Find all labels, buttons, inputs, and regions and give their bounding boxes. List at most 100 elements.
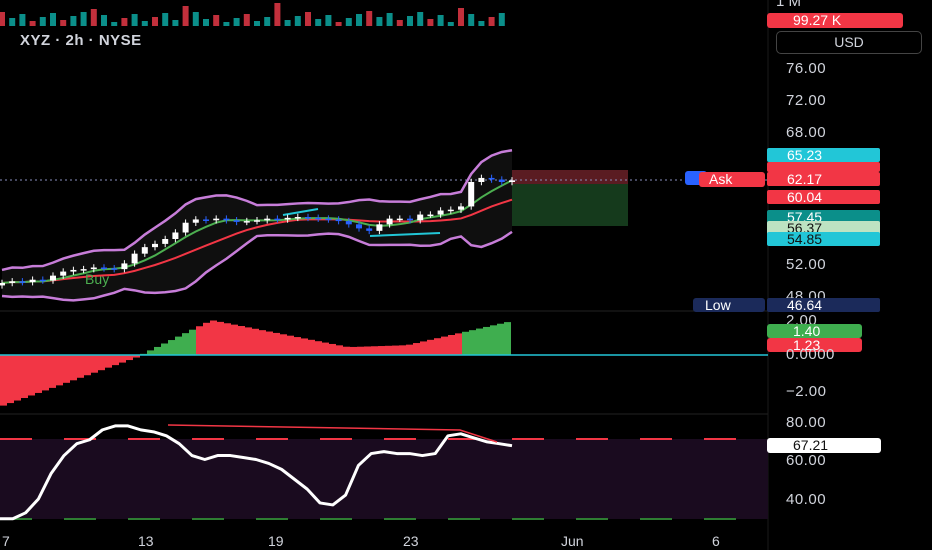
candle-body [19, 281, 26, 283]
candle-body [80, 269, 87, 271]
macd-bar [189, 329, 196, 355]
volume-bar [70, 16, 77, 26]
macd-bar [364, 346, 371, 355]
candle-body [386, 218, 393, 225]
candle-body [478, 177, 485, 182]
macd-bar [91, 355, 98, 373]
candle-body [325, 218, 332, 221]
price-axis-label: 72.00 [786, 92, 827, 109]
volume-bar [50, 13, 56, 26]
macd-bar [287, 335, 294, 355]
volume-bar [131, 14, 138, 26]
macd-bar [504, 322, 511, 355]
candle-body [172, 232, 179, 239]
macd-bar [259, 330, 266, 355]
macd-bar [490, 325, 497, 355]
ma-red-line [1, 198, 513, 284]
macd-bar [441, 336, 448, 355]
macd-histogram [0, 320, 511, 406]
macd-tag-red: 1.23 [767, 338, 862, 352]
price-axis-label: 68.00 [786, 124, 827, 141]
volume-bar [498, 13, 505, 26]
volume-bar [294, 16, 301, 26]
macd-bar [42, 355, 49, 391]
macd-tag-green: 1.40 [767, 324, 862, 338]
macd-bar [231, 324, 238, 355]
volume-bar [386, 13, 393, 26]
candle-body [70, 269, 77, 272]
volume-bar [264, 17, 271, 26]
volume-bar [80, 12, 87, 26]
macd-bar [203, 322, 210, 355]
price-tag-low: 46.64 [767, 298, 880, 312]
macd-bar [308, 339, 315, 355]
buy-signal-label: Buy [85, 271, 109, 287]
candle-body [488, 177, 495, 180]
candle-body [376, 224, 383, 231]
macd-bar [126, 355, 133, 361]
macd-bar [196, 326, 203, 355]
macd-bar [7, 355, 14, 404]
volume-bar [488, 17, 495, 26]
volume-bar [192, 12, 199, 26]
candle-body [0, 282, 5, 286]
macd-bar [266, 331, 273, 355]
candle-body [498, 179, 505, 182]
volume-bar [356, 14, 362, 26]
candle-body [243, 221, 250, 223]
macd-bar [350, 346, 357, 355]
candle-body [50, 275, 56, 281]
macd-bar [161, 343, 168, 355]
macd-bar [322, 342, 329, 355]
candle-body [264, 218, 271, 221]
macd-bar [224, 323, 231, 355]
candle-body [366, 228, 373, 231]
candle-body [509, 180, 515, 182]
volume-bar [172, 20, 179, 26]
candle-body [468, 182, 475, 207]
price-tag-ask: 62.17 [767, 172, 880, 186]
volume-bar [274, 3, 281, 26]
candles[interactable] [0, 174, 515, 289]
volume-bar [9, 18, 16, 26]
macd-bar [469, 330, 476, 355]
macd-bar [497, 323, 504, 355]
date-label: 19 [268, 533, 284, 549]
macd-bar [378, 346, 385, 355]
price-tag-bb-lower: 54.85 [767, 232, 880, 246]
macd-bar [175, 336, 182, 355]
macd-bar [343, 346, 350, 355]
stop-zone [512, 170, 628, 184]
macd-bar [14, 355, 21, 401]
macd-bar [420, 341, 427, 355]
volume-bar [478, 21, 485, 26]
macd-bar [70, 355, 77, 381]
macd-bar [154, 346, 161, 355]
volume-bar [0, 12, 5, 26]
candle-body [9, 281, 16, 283]
candle-body [284, 217, 291, 220]
candle-body [345, 221, 352, 225]
volume-bar [203, 19, 209, 26]
volume-bar [39, 17, 46, 26]
currency-selector[interactable]: USD [776, 31, 922, 54]
macd-bar [385, 345, 392, 355]
macd-bar [427, 339, 434, 355]
macd-bar [371, 346, 378, 355]
volume-bar [233, 18, 240, 26]
macd-bar [252, 328, 259, 355]
divergence-line [167, 424, 498, 443]
macd-bar [105, 355, 112, 368]
volume-bar [60, 20, 67, 26]
price-axis-label: 76.00 [786, 60, 827, 77]
candle-body [213, 218, 220, 221]
macd-bar [455, 333, 462, 355]
target-zone [512, 184, 628, 226]
macd-bar [462, 331, 469, 355]
volume-bar [254, 21, 260, 26]
candle-body [162, 239, 169, 244]
macd-bar [147, 350, 154, 355]
candle-body [294, 217, 301, 219]
macd-bar [273, 332, 280, 355]
